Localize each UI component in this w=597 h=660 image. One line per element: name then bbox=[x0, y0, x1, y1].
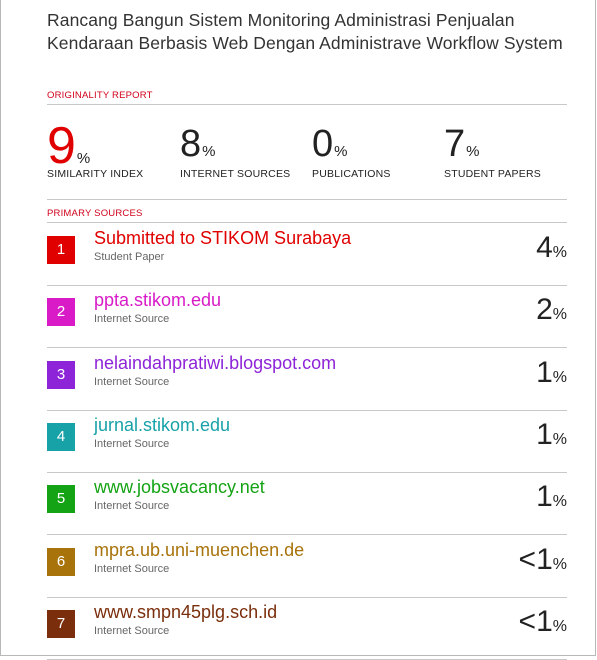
source-name[interactable]: www.jobsvacancy.net bbox=[94, 477, 265, 498]
rank-badge: 3 bbox=[47, 360, 75, 389]
source-name[interactable]: www.smpn45plg.sch.id bbox=[94, 601, 278, 622]
source-share: 1% bbox=[536, 479, 567, 520]
similarity-index-value: 9 bbox=[47, 117, 76, 175]
divider bbox=[47, 534, 567, 536]
source-type: Internet Source bbox=[94, 313, 170, 326]
similarity-index-unit: % bbox=[76, 150, 91, 167]
share-value: 1 bbox=[536, 355, 553, 389]
share-value: <1 bbox=[518, 542, 553, 576]
similarity-index-label: SIMILARITY INDEX bbox=[47, 168, 144, 180]
divider bbox=[47, 199, 567, 200]
divider bbox=[47, 222, 567, 223]
share-unit: % bbox=[552, 555, 567, 573]
divider bbox=[47, 104, 567, 105]
source-row-6: 6 mpra.ub.uni-muenchen.de Internet Source <… bbox=[47, 536, 567, 598]
source-row-7: 7 www.smpn45plg.sch.id Internet Source <1% bbox=[47, 598, 567, 660]
share-unit: % bbox=[552, 244, 567, 261]
publications-label: PUBLICATIONS bbox=[312, 168, 391, 180]
share-unit: % bbox=[552, 430, 567, 448]
share-value: 1 bbox=[536, 480, 553, 514]
share-value: 1 bbox=[536, 417, 553, 451]
source-row-3: 3 nelaindahpratiwi.blogspot.com Internet S… bbox=[47, 349, 567, 411]
source-share: <1% bbox=[519, 604, 567, 645]
divider bbox=[47, 347, 567, 349]
student-papers-stat: 7% STUDENT PAPERS bbox=[444, 123, 541, 180]
source-name[interactable]: mpra.ub.uni-muenchen.de bbox=[94, 539, 305, 560]
rank-badge: 1 bbox=[47, 236, 75, 264]
student-papers-unit: % bbox=[466, 143, 480, 160]
originality-report-label: ORIGINALITY REPORT bbox=[47, 90, 153, 101]
source-type: Internet Source bbox=[94, 500, 170, 513]
rank-badge: 5 bbox=[47, 485, 75, 514]
source-share: <1% bbox=[519, 542, 567, 583]
source-row-4: 4 jurnal.stikom.edu Internet Source 1% bbox=[47, 411, 567, 473]
rank-badge: 2 bbox=[47, 298, 75, 327]
share-value: <1 bbox=[518, 604, 553, 638]
document-title: Rancang Bangun Sistem Monitoring Adminis… bbox=[47, 10, 563, 53]
source-share: 4% bbox=[536, 230, 567, 271]
primary-sources-label: PRIMARY SOURCES bbox=[47, 208, 143, 219]
rank-badge: 6 bbox=[47, 547, 75, 576]
similarity-index-stat: 9% SIMILARITY INDEX bbox=[47, 120, 143, 180]
publications-unit: % bbox=[334, 143, 348, 160]
share-unit: % bbox=[552, 493, 567, 511]
share-unit: % bbox=[552, 306, 567, 324]
share-unit: % bbox=[552, 617, 567, 635]
internet-sources-value: 8 bbox=[180, 123, 202, 165]
share-value: 4 bbox=[536, 231, 553, 264]
source-type: Internet Source bbox=[94, 624, 170, 637]
internet-sources-stat: 8% INTERNET SOURCES bbox=[180, 123, 290, 180]
rank-badge: 4 bbox=[47, 422, 75, 451]
internet-sources-unit: % bbox=[202, 143, 216, 160]
source-type: Internet Source bbox=[94, 375, 170, 388]
source-type: Student Paper bbox=[94, 251, 165, 263]
source-type: Internet Source bbox=[94, 437, 170, 450]
student-papers-value: 7 bbox=[444, 123, 466, 165]
source-row-5: 5 www.jobsvacancy.net Internet Source 1% bbox=[47, 473, 567, 536]
source-type: Internet Source bbox=[94, 562, 170, 575]
source-name[interactable]: nelaindahpratiwi.blogspot.com bbox=[94, 352, 337, 373]
share-unit: % bbox=[552, 368, 567, 386]
share-value: 2 bbox=[536, 293, 553, 327]
divider bbox=[47, 471, 567, 473]
divider bbox=[47, 285, 567, 286]
publications-stat: 0% PUBLICATIONS bbox=[312, 123, 390, 180]
publications-value: 0 bbox=[312, 123, 334, 165]
student-papers-label: STUDENT PAPERS bbox=[444, 168, 541, 180]
source-share: 1% bbox=[536, 417, 567, 458]
divider bbox=[47, 596, 567, 598]
source-name[interactable]: jurnal.stikom.edu bbox=[94, 414, 231, 435]
source-row-1: 1 Submitted to STIKOM Surabaya Student Pap… bbox=[47, 224, 567, 286]
source-share: 1% bbox=[536, 355, 567, 396]
source-share: 2% bbox=[536, 292, 567, 333]
internet-sources-label: INTERNET SOURCES bbox=[180, 168, 291, 180]
rank-badge: 7 bbox=[47, 609, 75, 638]
source-name[interactable]: ppta.stikom.edu bbox=[94, 290, 222, 311]
divider bbox=[47, 409, 567, 411]
source-name[interactable]: Submitted to STIKOM Surabaya bbox=[94, 228, 352, 248]
source-row-2: 2 ppta.stikom.edu Internet Source 2% bbox=[47, 286, 567, 349]
